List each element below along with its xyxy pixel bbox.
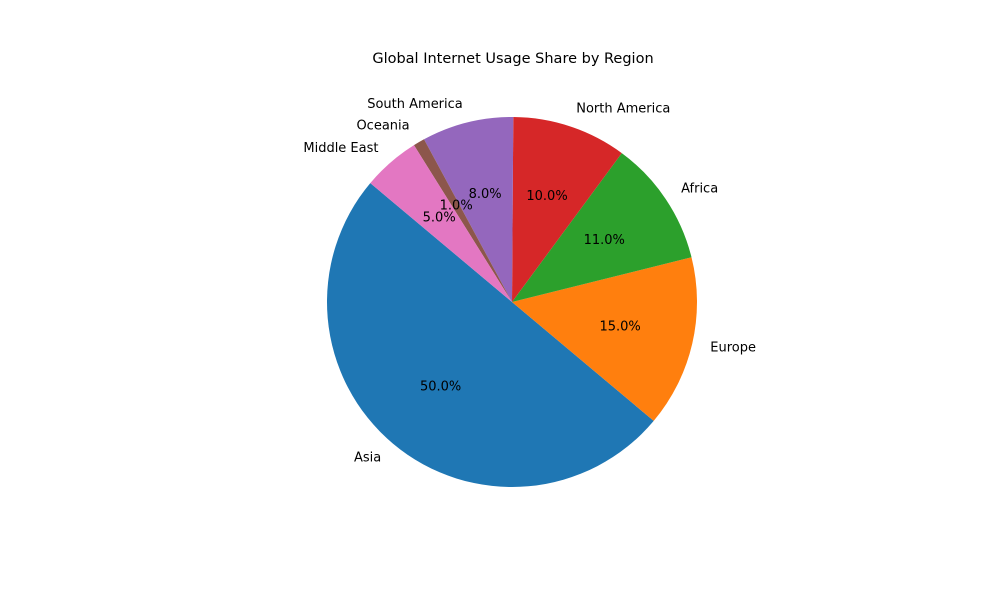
slice-label-oceania: Oceania xyxy=(356,119,409,134)
pct-label-south-america: 8.0% xyxy=(469,187,502,202)
slice-oceania xyxy=(413,139,512,302)
slice-north-america xyxy=(512,117,622,302)
slice-europe xyxy=(512,257,698,421)
slice-label-north-america: North America xyxy=(576,101,670,116)
chart-title: Global Internet Usage Share by Region xyxy=(372,51,653,67)
slice-asia xyxy=(327,183,654,487)
pie-slices xyxy=(327,117,698,487)
slice-africa xyxy=(512,153,692,302)
pie-labels: Asia 50.0% Europe 15.0% Africa 11.0% North Ame… xyxy=(303,97,756,465)
slice-label-asia: Asia xyxy=(354,450,381,465)
slice-label-middle-east: Middle East xyxy=(303,141,378,156)
pct-label-asia: 50.0% xyxy=(420,380,461,395)
pct-label-africa: 11.0% xyxy=(584,233,625,248)
slice-middle-east xyxy=(370,145,512,302)
pct-label-middle-east: 5.0% xyxy=(423,211,456,226)
slice-label-south-america: South America xyxy=(367,97,463,112)
pct-label-europe: 15.0% xyxy=(599,319,640,334)
slice-label-europe: Europe xyxy=(710,340,756,355)
slice-south-america xyxy=(424,117,514,302)
slice-label-africa: Africa xyxy=(681,181,718,196)
pct-label-north-america: 10.0% xyxy=(526,189,567,204)
pct-label-oceania: 1.0% xyxy=(440,199,473,214)
